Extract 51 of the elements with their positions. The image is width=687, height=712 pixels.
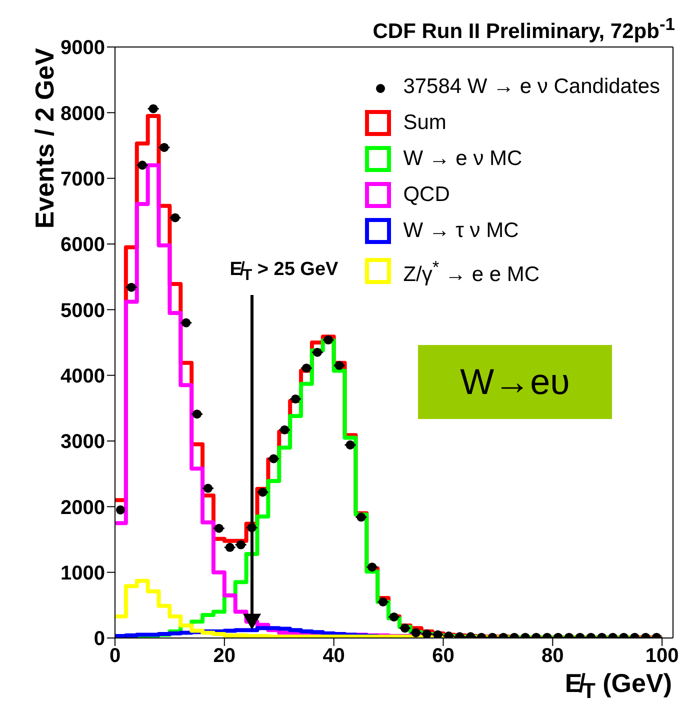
point xyxy=(269,454,278,464)
x-tick-label: 40 xyxy=(322,645,345,668)
y-tick-label: 9000 xyxy=(60,37,105,60)
y-tick-label: 3000 xyxy=(60,431,105,454)
point xyxy=(378,597,388,606)
y-tick-label: 5000 xyxy=(60,300,105,322)
point xyxy=(334,360,344,370)
x-tick-label: 100 xyxy=(645,645,679,668)
y-tick-label: 7000 xyxy=(60,168,105,190)
point xyxy=(291,394,300,404)
point xyxy=(192,410,202,419)
point xyxy=(324,335,333,344)
legend-label: Z/γ$^{*}$ → e e MC xyxy=(403,256,540,288)
y-tick-label: 1000 xyxy=(60,562,105,584)
point xyxy=(214,524,224,533)
point xyxy=(346,440,355,450)
x-tick-label: 80 xyxy=(542,645,564,668)
y-tick-label: 8000 xyxy=(60,102,105,125)
y-tick-label: 6000 xyxy=(60,234,105,256)
x-tick-label: 60 xyxy=(432,645,454,668)
chart-title: CDF Run II Preliminary, 72pb$^{-1}$ xyxy=(372,14,675,44)
point xyxy=(116,505,125,514)
point xyxy=(203,484,213,493)
annotation: W→eυ xyxy=(418,345,612,419)
x-tick-label: 20 xyxy=(213,645,236,668)
point xyxy=(138,160,147,170)
x-tick-label: 0 xyxy=(109,645,121,668)
x-axis-title: E̸$_{T}$ (GeV) xyxy=(564,668,672,704)
point xyxy=(160,142,169,152)
y-tick-label: 4000 xyxy=(60,365,105,388)
point xyxy=(312,348,322,357)
y-tick-label: 2000 xyxy=(60,496,105,519)
ref-line-label: E̸$_{T}$ > 25 GeV xyxy=(230,259,338,286)
point xyxy=(302,364,311,373)
point xyxy=(148,104,158,114)
point xyxy=(182,318,191,328)
legend-label: 37584 W → e ν Candidates xyxy=(403,74,660,100)
legend-label: W → τ ν MC xyxy=(403,218,519,244)
point xyxy=(126,282,136,292)
point xyxy=(280,425,290,434)
legend-label: W → e ν MC xyxy=(403,146,522,172)
point xyxy=(170,213,180,222)
point xyxy=(400,624,410,633)
legend-label: Sum xyxy=(403,110,446,136)
point xyxy=(356,512,366,522)
point xyxy=(258,488,268,497)
y-axis-title: Events / 2 GeV xyxy=(30,48,61,229)
point xyxy=(389,612,399,622)
legend-label: QCD xyxy=(403,182,450,208)
point xyxy=(368,562,377,572)
y-tick-label: 0 xyxy=(94,628,105,650)
